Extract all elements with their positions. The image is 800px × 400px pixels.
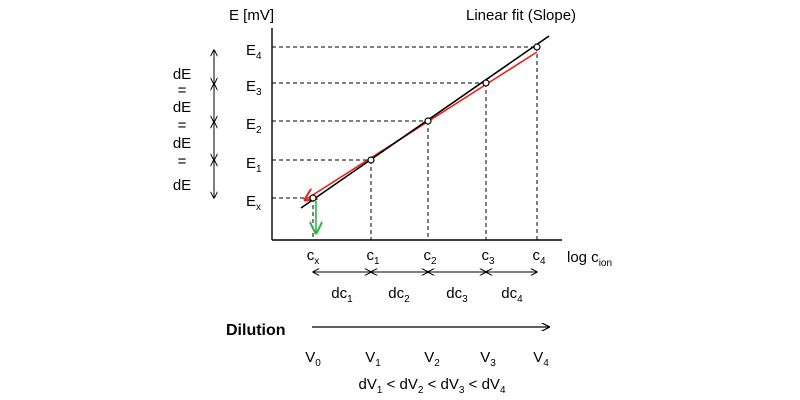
dc-label-1: dc1	[331, 285, 353, 305]
level-label-e1: E1	[246, 155, 262, 175]
dc-label-2: dc2	[388, 285, 410, 305]
de-stack-item: =	[178, 117, 187, 134]
de-stack-item: dE	[173, 99, 191, 116]
de-stack-item: =	[178, 153, 187, 170]
data-point-e3	[482, 79, 490, 87]
dc-label-4: dc4	[501, 285, 523, 305]
dc-labels: dc1 dc2 dc3 dc4	[331, 285, 523, 305]
level-label-e3: E3	[246, 78, 262, 98]
volume-label-v2: V2	[424, 349, 440, 369]
volume-inequality: dV1 < dV2 < dV3 < dV4	[358, 376, 505, 397]
conc-label-c1: c1	[366, 247, 380, 267]
measured-line	[305, 51, 538, 200]
volume-label-v1: V1	[365, 349, 381, 369]
conc-label-cx: cx	[307, 247, 320, 267]
data-point-e1	[367, 156, 375, 164]
data-points	[309, 43, 541, 202]
concentration-labels: cx c1 c2 c3 c4	[307, 247, 546, 267]
y-axis-label: E [mV]	[229, 7, 274, 24]
volume-label-v4: V4	[533, 349, 549, 369]
volume-label-v3: V3	[480, 349, 496, 369]
de-equation-stack: dE = dE = dE = dE	[173, 66, 191, 194]
dilution-label: Dilution	[226, 322, 286, 339]
conc-label-c3: c3	[481, 247, 495, 267]
data-point-e4	[533, 43, 541, 51]
conc-label-c4: c4	[532, 247, 546, 267]
level-label-ex: Ex	[246, 193, 261, 213]
e-level-labels: E4 E3 E2 E1 Ex	[246, 42, 262, 213]
fit-label: Linear fit (Slope)	[466, 7, 576, 24]
de-stack-item: dE	[173, 135, 191, 152]
dashed-guides	[272, 46, 538, 240]
de-stack-item: dE	[173, 66, 191, 83]
de-stack-item: dE	[173, 177, 191, 194]
level-label-e2: E2	[246, 116, 262, 136]
level-label-e4: E4	[246, 42, 262, 62]
data-point-e2	[424, 117, 432, 125]
volume-label-v0: V0	[305, 349, 321, 369]
dc-label-3: dc3	[446, 285, 468, 305]
conc-label-c2: c2	[423, 247, 437, 267]
volume-labels: V0 V1 V2 V3 V4	[305, 349, 549, 369]
de-stack-item: =	[178, 82, 187, 99]
x-axis-label: log cion	[567, 249, 612, 269]
data-point-ex	[309, 194, 317, 202]
